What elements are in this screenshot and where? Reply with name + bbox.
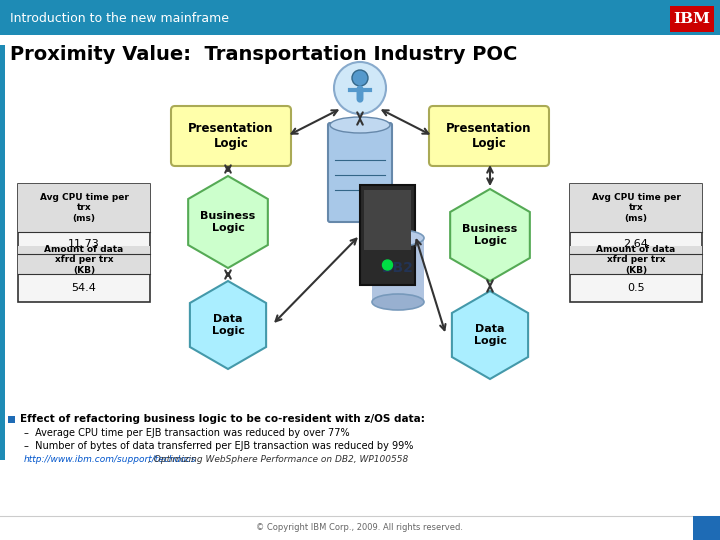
Ellipse shape	[372, 230, 424, 246]
Bar	[8, 416, 15, 423]
Bar	[18, 184, 150, 232]
Text: Data
Logic: Data Logic	[212, 314, 244, 336]
Text: Introduction to the new mainframe: Introduction to the new mainframe	[10, 11, 229, 24]
FancyBboxPatch shape	[171, 106, 291, 166]
Bar	[570, 246, 702, 274]
Text: Presentation
Logic: Presentation Logic	[446, 122, 532, 150]
Text: http://www.ibm.com/support/techdocs: http://www.ibm.com/support/techdocs	[24, 455, 197, 463]
Bar	[570, 184, 702, 302]
Polygon shape	[188, 176, 268, 268]
Text: Data
Logic: Data Logic	[474, 324, 506, 346]
Text: –  Average CPU time per EJB transaction was reduced by over 77%: – Average CPU time per EJB transaction w…	[24, 428, 350, 438]
Text: 54.4: 54.4	[71, 283, 96, 293]
Bar	[372, 238, 424, 302]
Text: 11.73: 11.73	[68, 239, 100, 249]
Circle shape	[334, 62, 386, 114]
Text: 0.5: 0.5	[627, 283, 645, 293]
Text: Avg CPU time per
trx
(ms): Avg CPU time per trx (ms)	[40, 193, 128, 223]
FancyBboxPatch shape	[429, 106, 549, 166]
FancyBboxPatch shape	[670, 6, 714, 32]
Bar	[570, 184, 702, 232]
Text: Business
Logic: Business Logic	[462, 224, 518, 246]
Bar	[364, 190, 411, 250]
Circle shape	[352, 70, 368, 86]
Text: DB2: DB2	[382, 261, 414, 275]
FancyBboxPatch shape	[0, 0, 720, 35]
Text: –  Number of bytes of data transferred per EJB transaction was reduced by 99%: – Number of bytes of data transferred pe…	[24, 441, 413, 451]
Text: Avg CPU time per
trx
(ms): Avg CPU time per trx (ms)	[592, 193, 680, 223]
Text: 2.64: 2.64	[624, 239, 649, 249]
Text: IBM: IBM	[673, 12, 711, 26]
Polygon shape	[190, 281, 266, 369]
Ellipse shape	[330, 117, 390, 133]
FancyBboxPatch shape	[0, 45, 5, 460]
Text: Presentation
Logic: Presentation Logic	[188, 122, 274, 150]
Polygon shape	[452, 291, 528, 379]
Text: Amount of data
xfrd per trx
(KB): Amount of data xfrd per trx (KB)	[596, 245, 675, 275]
Text: © Copyright IBM Corp., 2009. All rights reserved.: © Copyright IBM Corp., 2009. All rights …	[256, 523, 464, 532]
Ellipse shape	[372, 294, 424, 310]
FancyBboxPatch shape	[328, 123, 392, 222]
Bar	[360, 185, 415, 285]
Text: Business
Logic: Business Logic	[200, 211, 256, 233]
Text: , Optimizing WebSphere Performance on DB2, WP100558: , Optimizing WebSphere Performance on DB…	[148, 455, 408, 463]
Polygon shape	[450, 189, 530, 281]
Text: Amount of data
xfrd per trx
(KB): Amount of data xfrd per trx (KB)	[45, 245, 124, 275]
Bar	[18, 184, 150, 302]
Text: Proximity Value:  Transportation Industry POC: Proximity Value: Transportation Industry…	[10, 44, 518, 64]
Bar	[18, 246, 150, 274]
Text: Effect of refactoring business logic to be co-resident with z/OS data:: Effect of refactoring business logic to …	[20, 414, 425, 424]
Bar	[693, 516, 720, 540]
Circle shape	[382, 260, 392, 270]
